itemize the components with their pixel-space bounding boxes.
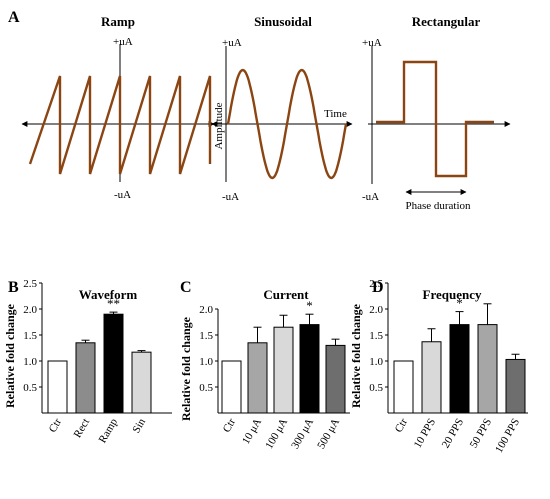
- ramp-waveform: [28, 75, 212, 175]
- sinusoidal-title: Sinusoidal: [254, 14, 312, 29]
- significance-marker: *: [456, 296, 463, 311]
- ramp-pos-label: +uA: [113, 36, 133, 48]
- y-tick-label: 2.0: [369, 304, 383, 316]
- phase-duration-label: Phase duration: [405, 200, 471, 212]
- sinusoidal-waveform: [226, 68, 348, 180]
- y-axis-label: Relative fold change: [349, 303, 363, 408]
- sinusoidal-neg-label: -uA: [222, 191, 239, 203]
- y-tick-label: 1.5: [369, 330, 383, 342]
- bar: [505, 358, 526, 414]
- bar: [449, 324, 470, 414]
- y-tick-label: 1.0: [199, 356, 213, 368]
- category-label: 300 μA: [289, 416, 316, 451]
- sinusoidal-pos-label: +uA: [222, 37, 242, 49]
- category-label: Ctr: [393, 416, 411, 434]
- category-label: Sin: [130, 416, 148, 435]
- ramp-title: Ramp: [101, 14, 135, 29]
- panel-a-letter: A: [8, 9, 20, 26]
- bar: [273, 326, 294, 414]
- bar: [325, 344, 346, 414]
- category-label: Ctr: [47, 416, 65, 434]
- ramp-neg-label: -uA: [114, 189, 131, 201]
- chart-b: B Waveform Relative fold change 0.5 1.0 1.5 2.…: [3, 278, 172, 445]
- chart-c: C Current Relative fold change 0.5 1.0 1.5 2.0…: [179, 279, 350, 451]
- category-label: 100 μA: [263, 416, 290, 451]
- panel-a: A Ramp +uA -uA Sinusoidal +uA -uA Amplit…: [8, 9, 511, 212]
- category-label: 500 μA: [315, 416, 342, 451]
- significance-marker: *: [306, 298, 313, 313]
- category-label: Ctr: [221, 416, 239, 434]
- bar-charts: B Waveform Relative fold change 0.5 1.0 1.5 2.…: [3, 278, 528, 455]
- sinusoidal-diagram: Sinusoidal +uA -uA Amplitude Time: [211, 14, 353, 203]
- category-label: 10 PPS: [412, 417, 438, 451]
- rectangular-waveform: [376, 60, 494, 178]
- bar: [103, 313, 124, 414]
- rectangular-neg-label: -uA: [362, 191, 379, 203]
- chart-title: Frequency: [423, 287, 482, 302]
- chart-title: Waveform: [79, 287, 138, 302]
- rectangular-title: Rectangular: [412, 14, 481, 29]
- panel-letter: B: [8, 279, 19, 296]
- category-label: 100 PPS: [493, 417, 522, 456]
- y-axis-label: Relative fold change: [3, 303, 17, 408]
- significance-marker: **: [107, 296, 120, 311]
- sinusoidal-x-label: Time: [324, 108, 347, 120]
- y-tick-label: 0.5: [23, 382, 37, 394]
- bar: [131, 351, 152, 414]
- rectangular-pos-label: +uA: [362, 37, 382, 49]
- y-tick-label: 2.5: [23, 278, 37, 290]
- category-label: 10 μA: [240, 416, 264, 446]
- y-tick-label: 2.0: [23, 304, 37, 316]
- sinusoidal-y-label: Amplitude: [213, 102, 225, 149]
- y-tick-label: 1.5: [199, 330, 213, 342]
- bar: [393, 360, 414, 414]
- bar: [47, 360, 68, 414]
- y-tick-label: 2.0: [199, 304, 213, 316]
- y-axis-label: Relative fold change: [179, 316, 193, 421]
- y-tick-label: 1.5: [23, 330, 37, 342]
- chart-d: D Frequency Relative fold change 0.5 1.0 1.5 2…: [349, 278, 528, 455]
- panel-letter: D: [372, 279, 384, 296]
- chart-title: Current: [263, 287, 309, 302]
- category-label: 20 PPS: [440, 417, 466, 451]
- category-label: 50 PPS: [468, 417, 494, 451]
- y-tick-label: 0.5: [199, 382, 213, 394]
- y-tick-label: 1.0: [23, 356, 37, 368]
- panel-letter: C: [180, 279, 192, 296]
- rectangular-diagram: Rectangular +uA -uA Phase duration: [362, 14, 511, 212]
- y-tick-label: 1.0: [369, 356, 383, 368]
- category-label: Rect: [72, 417, 92, 440]
- category-label: Ramp: [97, 416, 121, 445]
- bar: [477, 324, 498, 414]
- bar: [299, 324, 320, 414]
- ramp-diagram: Ramp +uA -uA: [21, 14, 215, 201]
- bar: [221, 360, 242, 414]
- bar: [75, 342, 96, 414]
- bar: [421, 341, 442, 414]
- y-tick-label: 2.5: [369, 278, 383, 290]
- bar: [247, 342, 268, 414]
- y-tick-label: 0.5: [369, 382, 383, 394]
